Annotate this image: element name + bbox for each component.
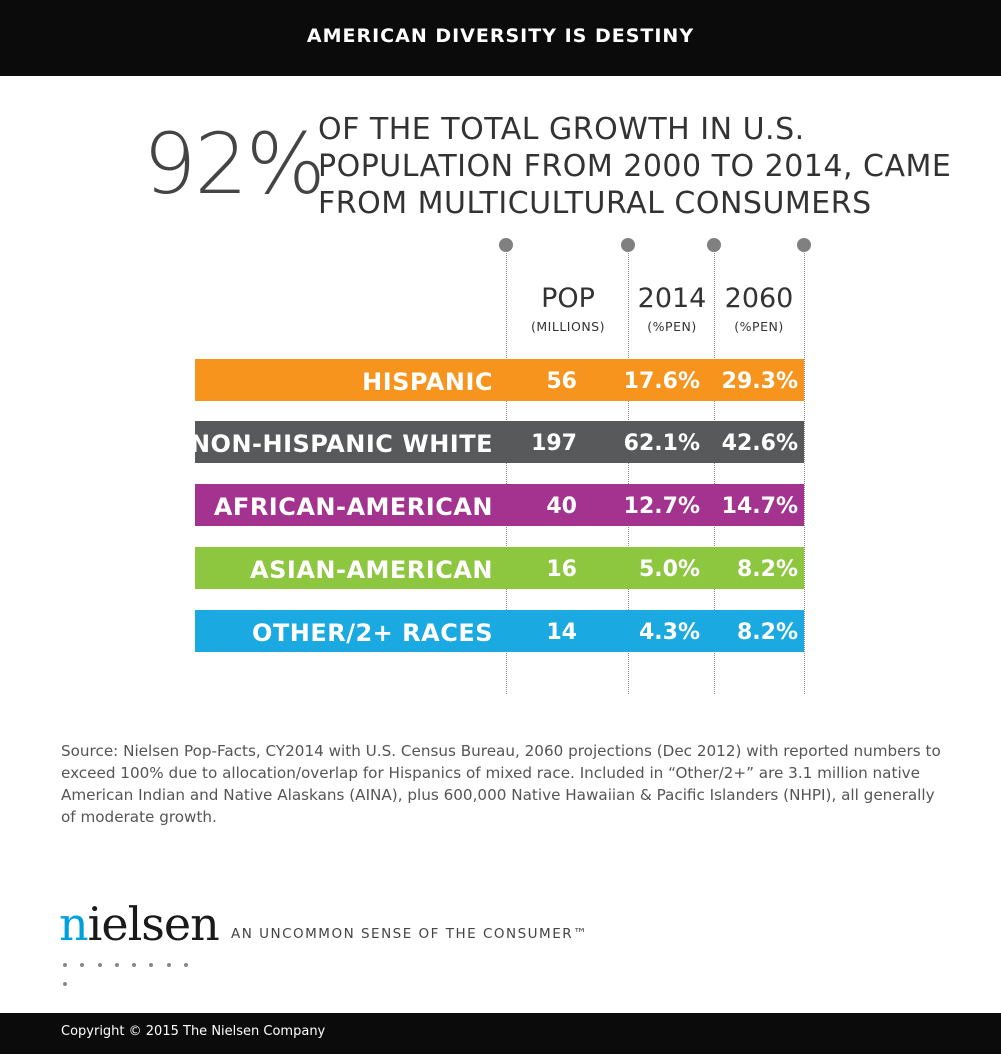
column-header-pop: POP (MILLIONS) bbox=[516, 284, 620, 336]
column-header-2060: 2060 (%PEN) bbox=[718, 284, 800, 336]
column-divider bbox=[628, 246, 629, 694]
table-row-other-races: OTHER/2+ RACES 14 4.3% 8.2% bbox=[195, 610, 804, 652]
divider-dot bbox=[797, 238, 811, 252]
tagline: AN UNCOMMON SENSE OF THE CONSUMER™ bbox=[231, 926, 589, 942]
column-header-sublabel: (%PEN) bbox=[734, 319, 784, 334]
column-header-label: 2060 bbox=[724, 283, 794, 314]
cell-2060: 42.6% bbox=[721, 431, 798, 456]
headline-line: OF THE TOTAL GROWTH IN U.S. bbox=[318, 112, 805, 147]
cell-2014: 4.3% bbox=[638, 620, 700, 645]
headline-line: POPULATION FROM 2000 TO 2014, CAME bbox=[318, 149, 952, 184]
divider-dot bbox=[499, 238, 513, 252]
row-label: OTHER/2+ RACES bbox=[251, 619, 493, 647]
column-header-label: 2014 bbox=[637, 283, 707, 314]
headline-text: OF THE TOTAL GROWTH IN U.S. POPULATION F… bbox=[318, 111, 958, 222]
cell-pop: 56 bbox=[546, 369, 577, 394]
copyright-text: Copyright © 2015 The Nielsen Company bbox=[61, 1024, 326, 1039]
table-row-non-hispanic-white: NON-HISPANIC WHITE 197 62.1% 42.6% bbox=[190, 421, 804, 463]
column-divider bbox=[804, 246, 805, 694]
page-title: AMERICAN DIVERSITY IS DESTINY bbox=[306, 25, 695, 47]
table-row-hispanic: HISPANIC 56 17.6% 29.3% bbox=[195, 359, 804, 401]
headline-stat: 92% bbox=[143, 115, 326, 213]
cell-pop: 16 bbox=[546, 557, 577, 582]
cell-2014: 5.0% bbox=[638, 557, 700, 582]
logo-letter: n bbox=[59, 897, 89, 951]
footer-bar: Copyright © 2015 The Nielsen Company bbox=[0, 1013, 1001, 1054]
cell-2060: 29.3% bbox=[721, 369, 798, 394]
table-row-african-american: AFRICAN-AMERICAN 40 12.7% 14.7% bbox=[195, 484, 804, 526]
column-header-sublabel: (%PEN) bbox=[647, 319, 697, 334]
cell-2014: 62.1% bbox=[623, 431, 700, 456]
column-header-2014: 2014 (%PEN) bbox=[632, 284, 712, 336]
cell-pop: 197 bbox=[531, 431, 577, 456]
cell-pop: 40 bbox=[546, 494, 577, 519]
source-note: Source: Nielsen Pop-Facts, CY2014 with U… bbox=[61, 742, 941, 826]
header-bar: AMERICAN DIVERSITY IS DESTINY bbox=[0, 0, 1001, 76]
cell-pop: 14 bbox=[546, 620, 577, 645]
row-label: NON-HISPANIC WHITE bbox=[189, 430, 493, 458]
row-label: HISPANIC bbox=[362, 368, 493, 396]
column-divider bbox=[506, 246, 507, 694]
cell-2060: 8.2% bbox=[736, 557, 798, 582]
logo-text: ielsen bbox=[87, 897, 220, 951]
divider-dot bbox=[707, 238, 721, 252]
row-label: AFRICAN-AMERICAN bbox=[213, 493, 493, 521]
nielsen-logo: nielsen bbox=[59, 901, 220, 947]
logo-dots bbox=[63, 952, 209, 986]
headline-line: FROM MULTICULTURAL CONSUMERS bbox=[318, 186, 872, 221]
cell-2014: 12.7% bbox=[623, 494, 700, 519]
cell-2014: 17.6% bbox=[623, 369, 700, 394]
row-label: ASIAN-AMERICAN bbox=[250, 556, 493, 584]
cell-2060: 8.2% bbox=[736, 620, 798, 645]
column-header-sublabel: (MILLIONS) bbox=[531, 319, 605, 334]
column-header-label: POP bbox=[541, 283, 595, 314]
table-row-asian-american: ASIAN-AMERICAN 16 5.0% 8.2% bbox=[195, 547, 804, 589]
column-divider bbox=[714, 246, 715, 694]
cell-2060: 14.7% bbox=[721, 494, 798, 519]
divider-dot bbox=[621, 238, 635, 252]
